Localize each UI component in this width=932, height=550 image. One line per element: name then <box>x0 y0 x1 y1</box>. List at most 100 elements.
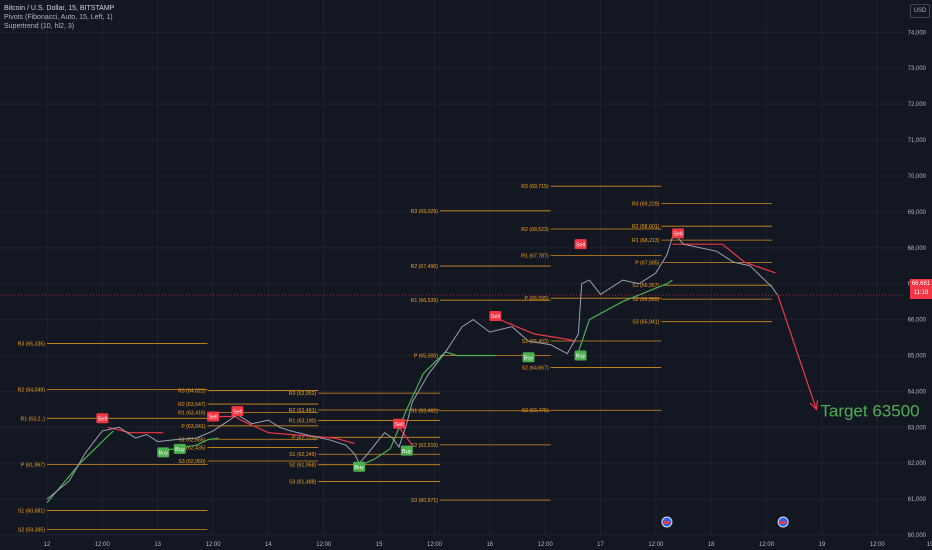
sell-signal: Sell <box>207 411 220 422</box>
supertrend-up-segment <box>577 279 673 353</box>
sell-signal-box <box>231 406 244 417</box>
supertrend-up-segment <box>46 430 114 504</box>
sell-signal: Sell <box>393 418 406 429</box>
sell-signal: Sell <box>231 406 244 417</box>
event-marker-stripe <box>780 521 787 524</box>
y-tick-label: 62,000 <box>908 461 927 467</box>
x-tick-label: 12:00 <box>538 542 554 548</box>
x-tick-label: 19:3 <box>927 542 932 548</box>
x-tick-label: 14 <box>265 542 272 548</box>
legend-supertrend[interactable]: Supertrend (10, hl2, 3) <box>4 23 75 30</box>
x-tick-label: 12:00 <box>206 542 222 548</box>
y-tick-label: 66,000 <box>908 318 927 324</box>
pivot-label: R1 (63,416) <box>178 410 206 416</box>
buy-signal-label: Buy <box>158 451 168 457</box>
pivot-label: R3 (63,952) <box>289 391 317 397</box>
pivot-label: S2 (64,667) <box>522 365 549 371</box>
buy-signal: Buy <box>522 352 535 363</box>
pivot-label: R1 (67,787) <box>521 253 549 259</box>
sell-signal: Sell <box>574 239 587 250</box>
sell-signal-label: Sell <box>673 232 682 238</box>
x-tick-label: 15 <box>376 542 383 548</box>
legend-symbol[interactable]: Bitcoin / U.S. Dollar, 15, BITSTAMP <box>4 5 115 12</box>
buy-signal-box <box>353 461 366 472</box>
y-tick-label: 61,000 <box>908 497 927 503</box>
sell-signal-box <box>393 418 406 429</box>
supertrend-down-segment <box>107 426 164 434</box>
pivot-label: S3 (63,475) <box>522 408 549 414</box>
pivot-label: R1 (68,213) <box>632 238 660 244</box>
price-line <box>46 232 779 500</box>
signal-labels: Sell Buy Buy Sell Sell Buy Sell Buy Sell Buy Sell B… <box>96 228 684 472</box>
target-arrow-line <box>777 294 817 410</box>
sell-signal: Sell <box>489 310 502 321</box>
y-tick-label: 64,000 <box>908 389 927 395</box>
buy-signal-box <box>173 443 186 454</box>
x-tick-label: 12:00 <box>759 542 775 548</box>
y-tick-label: 63,000 <box>908 425 927 431</box>
target-annotation: Target 63500 <box>777 294 920 420</box>
buy-signal: Buy <box>400 445 413 456</box>
target-arrow-head <box>809 400 819 411</box>
pivot-label: P (65,000) <box>414 353 438 359</box>
last-price-value: 66,681 <box>911 281 931 287</box>
pivot-label: R3 (65,335) <box>18 341 46 347</box>
x-tick-label: 16 <box>486 542 493 548</box>
supertrend-down-segment <box>398 426 413 446</box>
last-price-tag: 66,681 11:18 <box>910 279 932 299</box>
y-tick-label: 73,000 <box>908 66 927 72</box>
pivot-label: S1 (62,249) <box>289 452 316 458</box>
price-series <box>0 232 905 500</box>
pivot-label: S3 (60,971) <box>411 498 438 504</box>
buy-signal-box <box>522 352 535 363</box>
x-tick-label: 13 <box>154 542 161 548</box>
sell-signal-label: Sell <box>394 422 403 428</box>
pivot-label: P (62,720) <box>292 435 316 441</box>
sell-signal-label: Sell <box>233 409 242 415</box>
pivot-label: R3 (69,229) <box>632 202 660 208</box>
pivot-label: P (66,595) <box>525 296 549 302</box>
currency-button[interactable]: USD <box>910 4 930 18</box>
last-price-countdown: 11:18 <box>913 290 929 296</box>
buy-signal-box <box>400 445 413 456</box>
sell-signal-label: Sell <box>98 417 107 423</box>
y-tick-label: 74,000 <box>908 30 927 36</box>
pivot-label: S1 (62,666) <box>178 437 205 443</box>
pivot-label: R2 (68,601) <box>632 224 660 230</box>
buy-signal: Buy <box>574 350 587 361</box>
pivot-label: R2 (64,049) <box>18 388 46 394</box>
chart-grid <box>0 0 905 536</box>
sell-signal-box <box>96 413 109 424</box>
legend-pivots[interactable]: Pivots (Fibonacci, Auto, 15, Left, 1) <box>4 14 113 21</box>
pivot-label: R3 (69,715) <box>521 184 549 190</box>
pivot-label: R3 (69,029) <box>411 209 439 215</box>
x-tick-label: 12:00 <box>95 542 111 548</box>
event-marker-icon <box>777 516 789 528</box>
pivot-label: S2 (62,435) <box>178 446 205 452</box>
pivot-label: P (67,585) <box>635 261 659 267</box>
sell-signal-box <box>574 239 587 250</box>
x-tick-label: 17 <box>597 542 604 548</box>
pivot-label: R1 (63,190) <box>289 418 317 424</box>
buy-signal-label: Buy <box>524 355 534 361</box>
y-tick-label: 71,000 <box>908 138 927 144</box>
x-tick-label: 12:00 <box>427 542 443 548</box>
pivot-label: S3 (61,488) <box>289 480 316 486</box>
buy-signal: Buy <box>353 461 366 472</box>
pivot-label: R1 (63,2..) <box>20 416 45 422</box>
buy-signal-box <box>157 447 170 458</box>
pivot-label: R3 (64,022) <box>178 389 206 395</box>
pivot-label: R2 (68,523) <box>521 227 549 233</box>
pivot-label: S2 (66,569) <box>632 297 659 303</box>
sell-signal-box <box>489 310 502 321</box>
supertrend-down-segment <box>672 243 776 274</box>
x-tick-label: 12:00 <box>870 542 886 548</box>
y-tick-label: 69,000 <box>908 210 927 216</box>
y-tick-label: 68,000 <box>908 246 927 252</box>
pivot-label: R1 (66,539) <box>411 298 439 304</box>
event-marker-icon <box>661 516 673 528</box>
sell-signal-box <box>207 411 220 422</box>
pivot-label: S1 (66,957) <box>632 283 659 289</box>
x-tick-label: 12 <box>44 542 51 548</box>
